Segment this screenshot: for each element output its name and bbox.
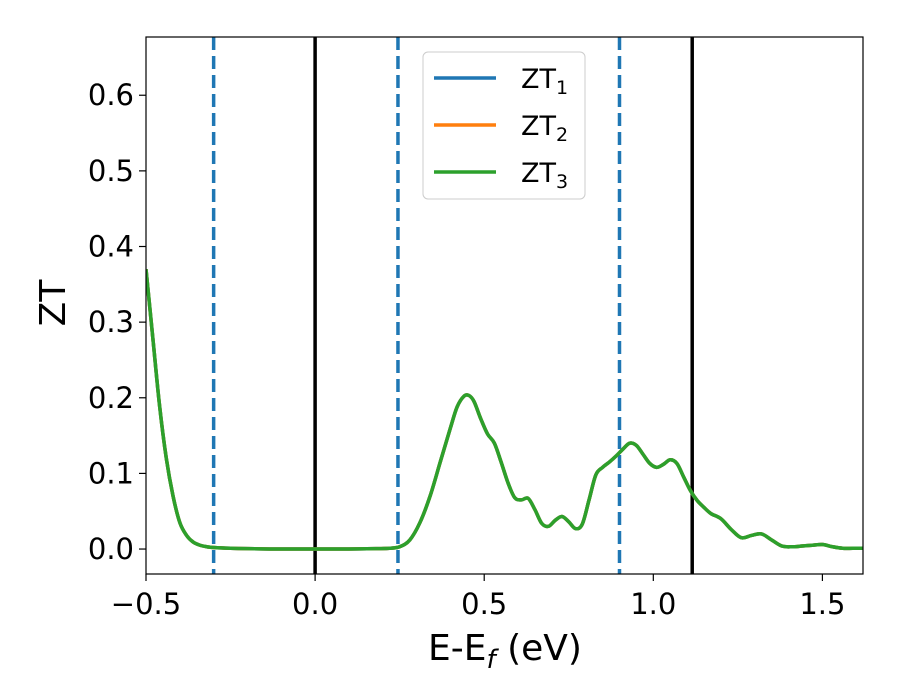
y-tick-label: 0.2: [88, 381, 134, 415]
y-axis-label: ZT: [33, 279, 74, 327]
y-tick-label: 0.0: [88, 532, 134, 566]
series-lines: [146, 269, 863, 551]
x-tick-label: 1.0: [630, 587, 676, 621]
reference-lines: [211, 37, 694, 574]
x-tick-label: 1.5: [799, 587, 845, 621]
x-axis-label: E-Ef (eV): [428, 628, 582, 675]
series-line-zt3: [146, 269, 863, 551]
y-tick-label: 0.1: [88, 456, 134, 490]
y-tick-label: 0.5: [88, 154, 134, 188]
y-axis-ticks: 0.0 0.1 0.2 0.3 0.4 0.5 0.6: [88, 78, 146, 566]
legend-label-zt3: ZT3: [521, 158, 568, 193]
x-tick-label: 0.5: [461, 587, 507, 621]
y-tick-label: 0.3: [88, 305, 134, 339]
plot-frame: [145, 36, 864, 575]
legend-label-zt1: ZT1: [521, 64, 568, 99]
series-line-zt1: [146, 269, 863, 551]
y-tick-label: 0.6: [88, 78, 134, 112]
legend-box: [422, 51, 586, 200]
legend-label-zt2: ZT2: [521, 111, 568, 146]
y-tick-label: 0.4: [88, 230, 134, 264]
series-line-zt2: [146, 269, 863, 551]
x-axis-ticks: −0.5 0.0 0.5 1.0 1.5: [111, 574, 845, 621]
x-tick-label: −0.5: [111, 587, 181, 621]
x-tick-label: 0.0: [292, 587, 338, 621]
legend: ZT1 ZT2 ZT3: [422, 51, 586, 200]
